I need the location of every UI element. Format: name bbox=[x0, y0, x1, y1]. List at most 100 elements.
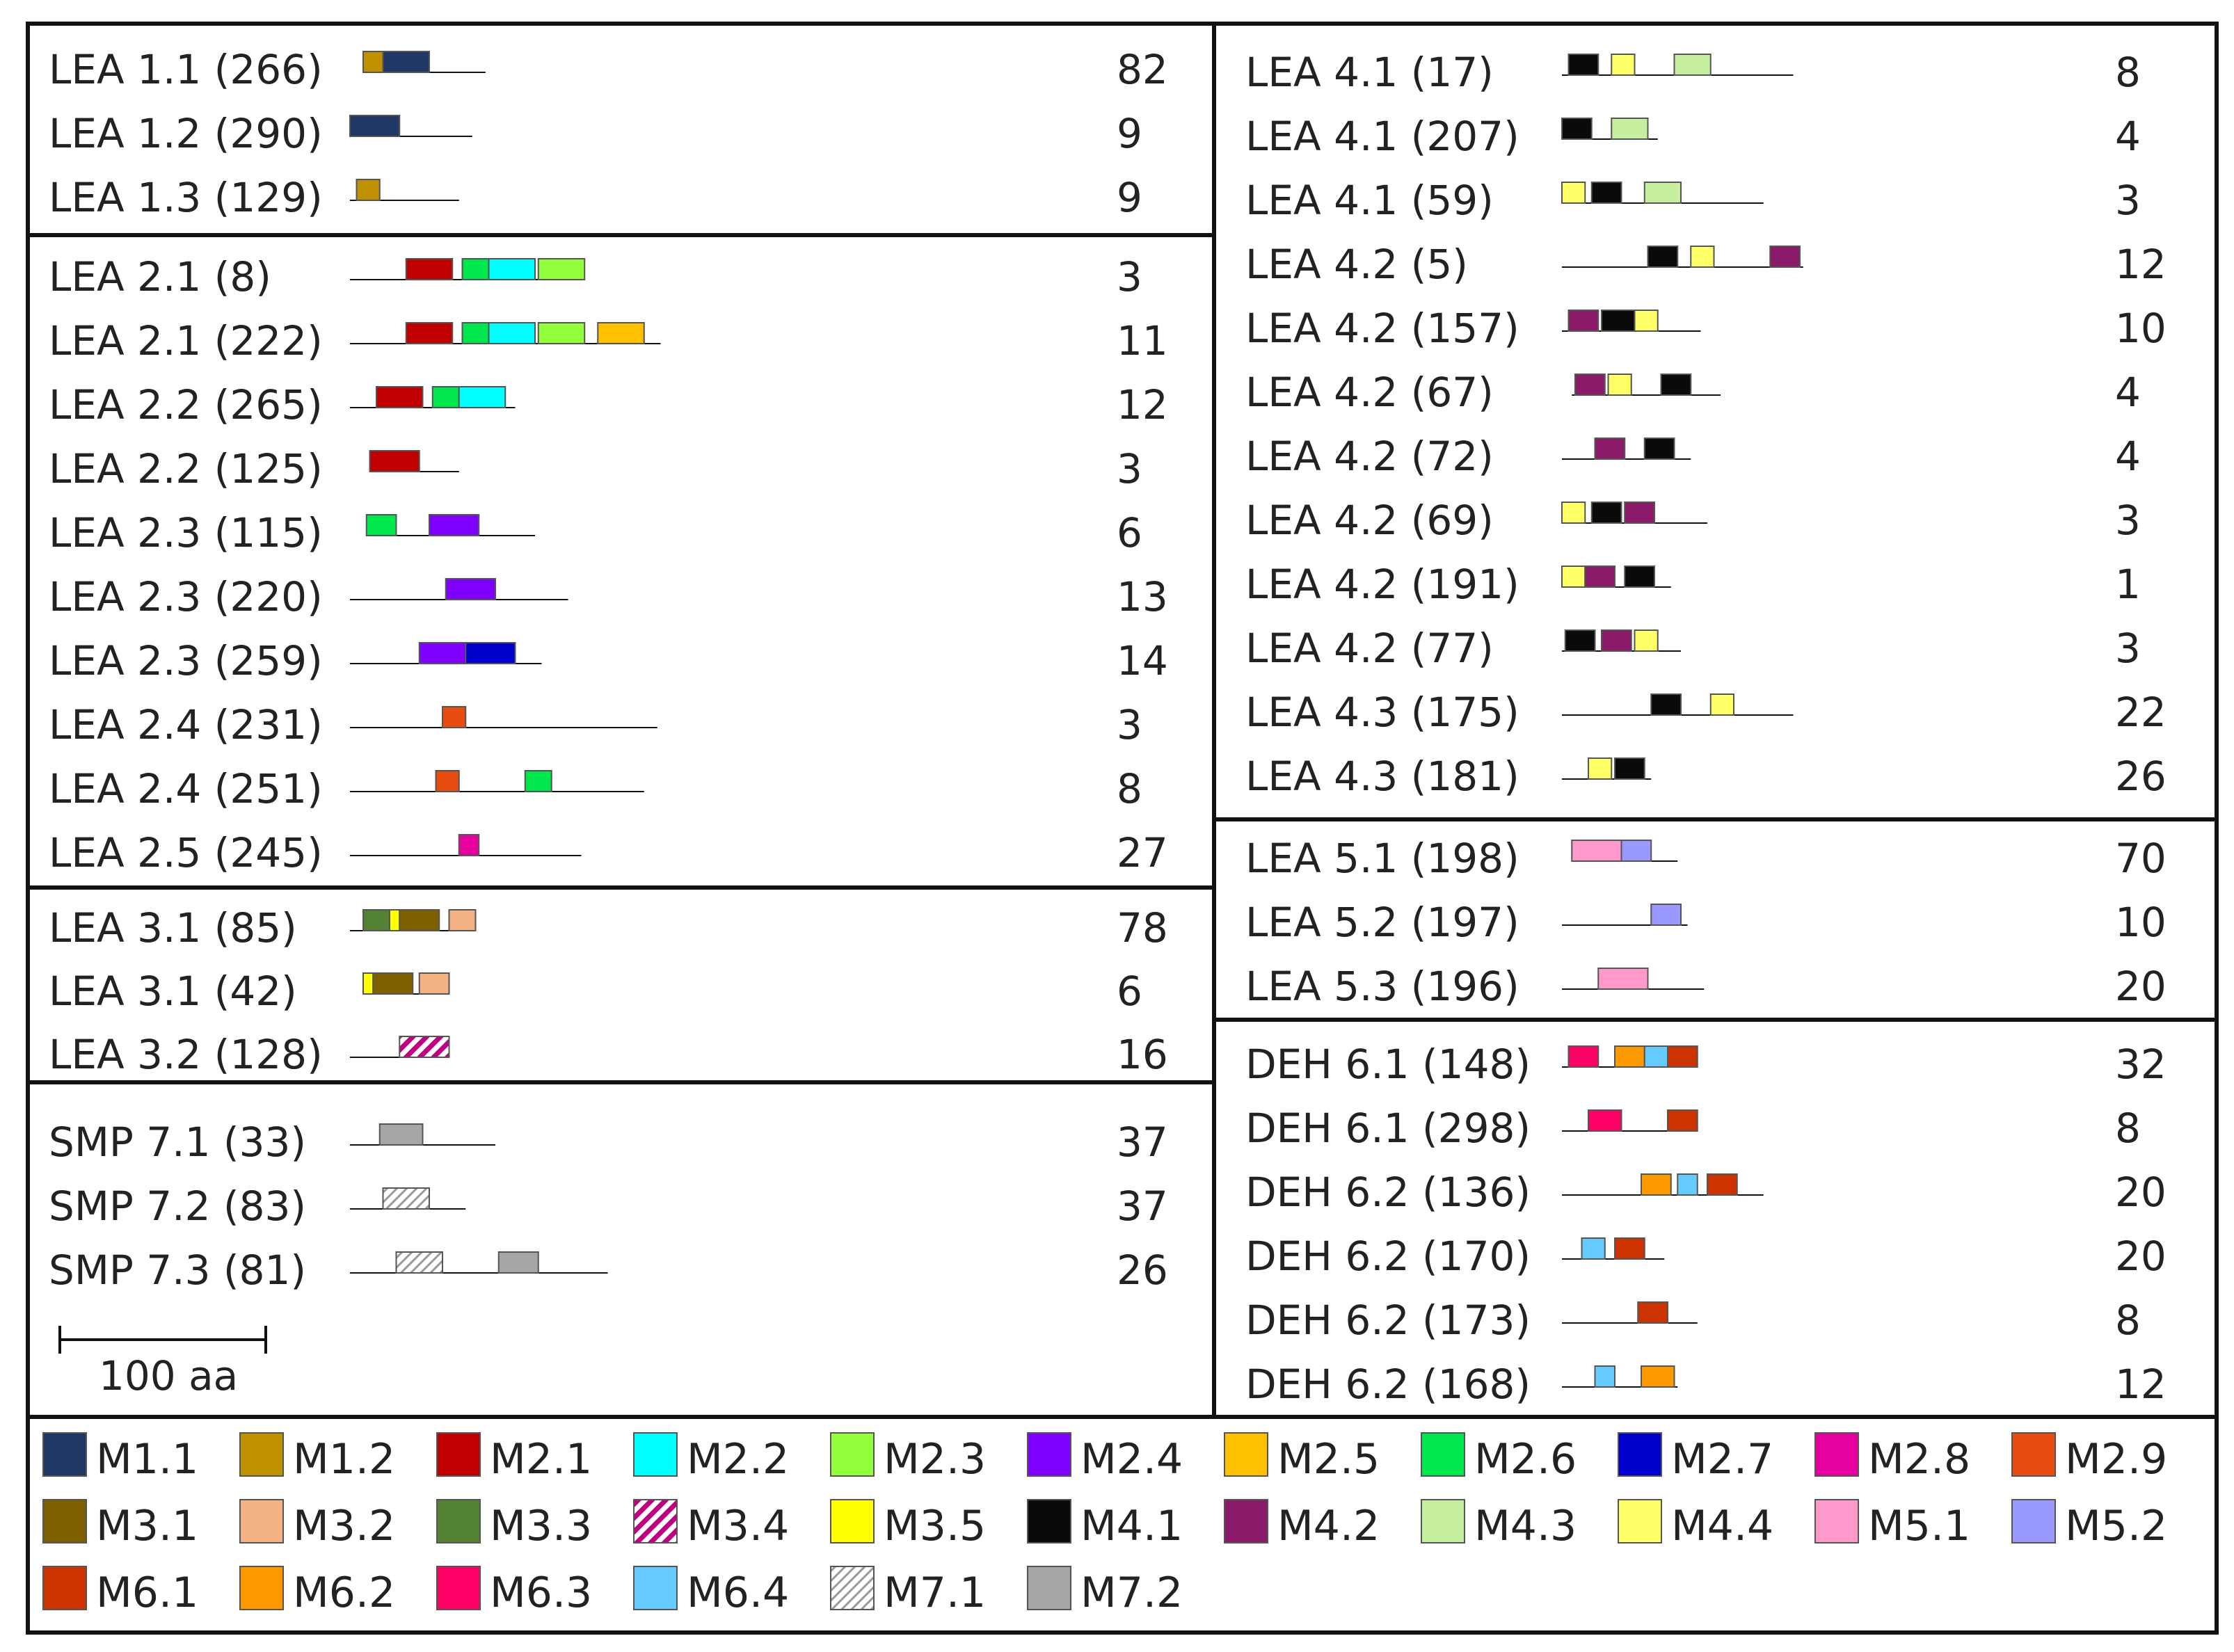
motif-m5-1 bbox=[1597, 968, 1649, 990]
legend-item-m2-2: M2.2 bbox=[633, 1432, 789, 1484]
legend-item-m4-3: M4.3 bbox=[1421, 1499, 1577, 1550]
protein-label: DEH 6.2 (168) bbox=[1245, 1361, 1531, 1408]
protein-label: LEA 4.1 (207) bbox=[1245, 113, 1519, 160]
motif-m6-4 bbox=[1581, 1237, 1606, 1260]
protein-row-deh-6-2-173: DEH 6.2 (173) 8 bbox=[1245, 1297, 2141, 1344]
legend-label: M4.1 bbox=[1080, 1502, 1183, 1550]
motif-m2-1 bbox=[405, 322, 454, 344]
legend-swatch bbox=[1618, 1432, 1662, 1477]
motif-m2-6 bbox=[461, 258, 490, 280]
scale-bar-label: 100 aa bbox=[99, 1352, 238, 1400]
legend-frame bbox=[26, 1415, 2219, 1635]
protein-count: 4 bbox=[2115, 113, 2141, 160]
protein-row-lea-2-3-220: LEA 2.3 (220) 13 bbox=[49, 573, 1168, 620]
legend-label: M2.6 bbox=[1474, 1435, 1577, 1484]
motif-m3-5 bbox=[362, 972, 374, 995]
legend-swatch bbox=[633, 1499, 678, 1543]
motif-m6-1 bbox=[1707, 1173, 1738, 1196]
legend-item-m3-3: M3.3 bbox=[436, 1499, 592, 1550]
protein-count: 3 bbox=[2115, 625, 2141, 672]
protein-row-lea-4-1-59: LEA 4.1 (59) 3 bbox=[1245, 177, 2141, 224]
protein-count: 9 bbox=[1117, 110, 1142, 157]
legend-label: M4.2 bbox=[1277, 1502, 1380, 1550]
protein-count: 13 bbox=[1117, 573, 1168, 620]
motif-m4-1 bbox=[1564, 629, 1596, 652]
protein-count: 20 bbox=[2115, 963, 2167, 1010]
protein-row-deh-6-2-168: DEH 6.2 (168) 12 bbox=[1245, 1361, 2167, 1408]
legend-item-m5-1: M5.1 bbox=[1814, 1499, 1970, 1550]
motif-m1-1 bbox=[349, 115, 401, 137]
legend-item-m4-4: M4.4 bbox=[1618, 1499, 1773, 1550]
legend-label: M2.2 bbox=[687, 1435, 789, 1484]
legend-item-m2-6: M2.6 bbox=[1421, 1432, 1577, 1484]
protein-label: LEA 4.2 (69) bbox=[1245, 497, 1494, 544]
protein-label: LEA 5.1 (198) bbox=[1245, 835, 1519, 882]
legend-swatch bbox=[830, 1499, 875, 1543]
protein-row-lea-2-5-245: LEA 2.5 (245) 27 bbox=[49, 829, 1168, 876]
protein-count: 11 bbox=[1117, 317, 1168, 364]
protein-count: 22 bbox=[2115, 689, 2167, 736]
protein-count: 32 bbox=[2115, 1041, 2167, 1088]
motif-m4-4 bbox=[1561, 502, 1586, 524]
legend-label: M2.7 bbox=[1671, 1435, 1773, 1484]
legend-swatch bbox=[1027, 1432, 1071, 1477]
motif-m3-5 bbox=[389, 909, 401, 931]
protein-count: 20 bbox=[2115, 1169, 2167, 1216]
protein-count: 14 bbox=[1117, 637, 1168, 684]
motif-m1-2 bbox=[362, 51, 384, 73]
protein-label: LEA 5.3 (196) bbox=[1245, 963, 1519, 1010]
legend-swatch bbox=[42, 1432, 87, 1477]
motif-m4-2 bbox=[1624, 502, 1655, 524]
motif-m4-3 bbox=[1611, 118, 1649, 140]
motif-m3-2 bbox=[418, 972, 450, 995]
legend-label: M3.2 bbox=[293, 1502, 395, 1550]
legend-item-m2-5: M2.5 bbox=[1224, 1432, 1380, 1484]
motif-m4-1 bbox=[1647, 246, 1679, 268]
protein-label: LEA 2.4 (231) bbox=[49, 701, 323, 748]
protein-label: LEA 1.3 (129) bbox=[49, 174, 323, 221]
motif-m2-6 bbox=[431, 386, 460, 408]
protein-label: SMP 7.3 (81) bbox=[49, 1246, 306, 1294]
legend-label: M6.1 bbox=[96, 1569, 198, 1617]
motif-m4-4 bbox=[1634, 310, 1659, 332]
legend-item-m2-7: M2.7 bbox=[1618, 1432, 1773, 1484]
legend-item-m6-3: M6.3 bbox=[436, 1566, 592, 1617]
motif-m6-1 bbox=[1614, 1237, 1645, 1260]
legend-label: M5.2 bbox=[2065, 1502, 2167, 1550]
motif-m3-3 bbox=[362, 909, 390, 931]
scale-bar: 100 aa bbox=[58, 1326, 267, 1400]
legend-item-m4-1: M4.1 bbox=[1027, 1499, 1183, 1550]
legend-swatch bbox=[239, 1432, 284, 1477]
protein-label: DEH 6.2 (170) bbox=[1245, 1233, 1531, 1280]
motif-m4-4 bbox=[1611, 54, 1636, 76]
protein-label: DEH 6.1 (148) bbox=[1245, 1041, 1531, 1088]
motif-m5-2 bbox=[1650, 904, 1682, 926]
protein-row-lea-1-1-266: LEA 1.1 (266) 82 bbox=[49, 46, 1168, 93]
motif-m4-2 bbox=[1567, 310, 1599, 332]
legend-label: M2.3 bbox=[884, 1435, 986, 1484]
protein-row-lea-5-3-196: LEA 5.3 (196) 20 bbox=[1245, 963, 2167, 1010]
motif-m6-2 bbox=[1641, 1173, 1672, 1196]
legend-swatch bbox=[1814, 1432, 1859, 1477]
protein-label: LEA 4.2 (157) bbox=[1245, 305, 1519, 352]
protein-row-deh-6-2-170: DEH 6.2 (170) 20 bbox=[1245, 1233, 2167, 1280]
motif-m2-9 bbox=[435, 770, 460, 792]
legend-item-m6-2: M6.2 bbox=[239, 1566, 395, 1617]
protein-row-lea-4-2-72: LEA 4.2 (72) 4 bbox=[1245, 433, 2141, 480]
legend-item-m2-3: M2.3 bbox=[830, 1432, 986, 1484]
motif-m6-2 bbox=[1641, 1365, 1675, 1388]
legend-swatch bbox=[633, 1566, 678, 1610]
legend-label: M4.4 bbox=[1671, 1502, 1773, 1550]
protein-row-lea-2-4-251: LEA 2.4 (251) 8 bbox=[49, 765, 1142, 812]
protein-label: LEA 4.2 (72) bbox=[1245, 433, 1494, 480]
legend-label: M6.4 bbox=[687, 1569, 789, 1617]
legend-swatch bbox=[1421, 1432, 1465, 1477]
protein-count: 8 bbox=[2115, 49, 2141, 96]
motif-m4-4 bbox=[1709, 693, 1734, 716]
motif-m4-1 bbox=[1643, 438, 1675, 460]
legend-label: M3.1 bbox=[96, 1502, 198, 1550]
protein-count: 26 bbox=[1117, 1246, 1168, 1294]
legend-swatch bbox=[436, 1499, 481, 1543]
protein-label: DEH 6.1 (298) bbox=[1245, 1105, 1531, 1152]
motif-m2-2 bbox=[458, 386, 506, 408]
